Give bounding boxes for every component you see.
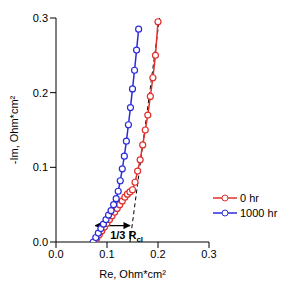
html-text:0 hr: 0 hr bbox=[240, 191, 259, 204]
svg-text:0.3: 0.3 bbox=[33, 12, 48, 24]
svg-text:0.1: 0.1 bbox=[99, 248, 114, 260]
html-text:1000 hr: 1000 hr bbox=[240, 206, 278, 219]
svg-text:0.3: 0.3 bbox=[201, 248, 216, 260]
svg-text:Re, Ohm*cm²: Re, Ohm*cm² bbox=[99, 268, 166, 280]
svg-text:0.2: 0.2 bbox=[150, 248, 165, 260]
svg-text:-Im, Ohm*cm²: -Im, Ohm*cm² bbox=[8, 95, 20, 164]
svg-text:0.0: 0.0 bbox=[33, 236, 48, 248]
svg-text:0.0: 0.0 bbox=[48, 248, 63, 260]
svg-text:0.1: 0.1 bbox=[33, 161, 48, 173]
svg-text:0.2: 0.2 bbox=[33, 87, 48, 99]
svg-text:1/3 Rcl: 1/3 Rcl bbox=[110, 229, 143, 244]
